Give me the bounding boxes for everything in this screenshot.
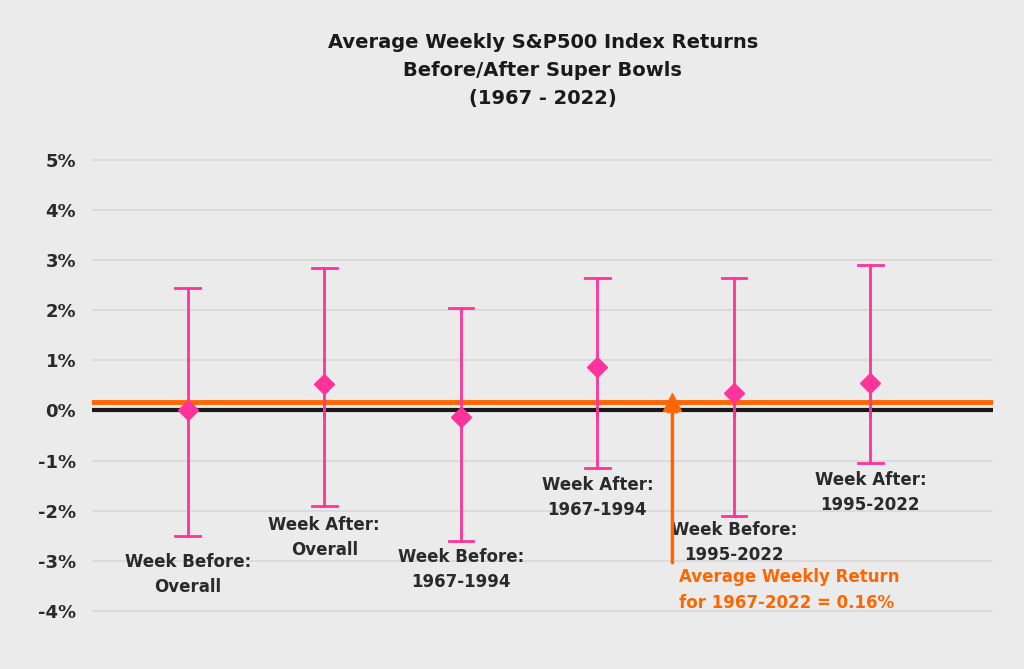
Text: Week After:
1995-2022: Week After: 1995-2022: [814, 470, 927, 514]
Text: Week After:
1967-1994: Week After: 1967-1994: [542, 476, 653, 518]
Text: Week After:
Overall: Week After: Overall: [268, 516, 380, 559]
Text: Average Weekly Return
for 1967-2022 = 0.16%: Average Weekly Return for 1967-2022 = 0.…: [679, 568, 900, 612]
Text: Week Before:
1967-1994: Week Before: 1967-1994: [397, 548, 524, 591]
Title: Average Weekly S&P500 Index Returns
Before/After Super Bowls
(1967 - 2022): Average Weekly S&P500 Index Returns Befo…: [328, 33, 758, 108]
Text: Week Before:
1995-2022: Week Before: 1995-2022: [671, 520, 797, 563]
Text: Week Before:
Overall: Week Before: Overall: [125, 553, 251, 596]
